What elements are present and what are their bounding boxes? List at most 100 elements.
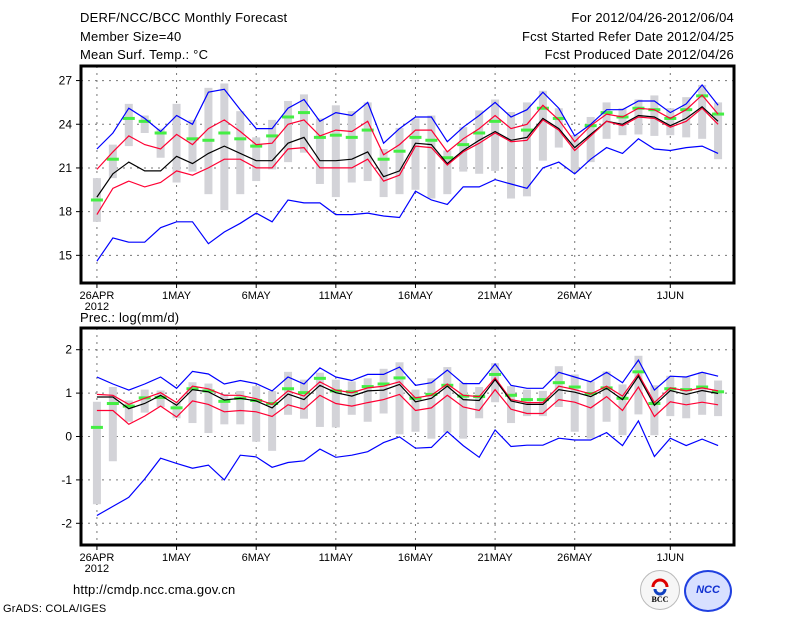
ensemble-range-bar <box>379 368 388 414</box>
observation-marker <box>536 398 549 402</box>
observation-marker <box>632 370 645 374</box>
series-upper-envelope <box>96 83 719 150</box>
observation-marker <box>377 382 390 386</box>
x-tick-label: 21MAY <box>477 290 513 302</box>
ensemble-range-bar <box>491 99 500 171</box>
observation-marker <box>122 116 135 120</box>
ensemble-range-bar <box>363 102 372 182</box>
observation-marker <box>313 376 326 380</box>
ensemble-range-bar <box>108 387 117 462</box>
observation-marker <box>664 387 677 391</box>
observation-marker <box>154 395 167 399</box>
ensemble-range-bar <box>92 401 101 505</box>
x-tick-label: 6MAY <box>242 290 272 302</box>
observation-marker <box>361 385 374 389</box>
x-tick-label: 26MAY <box>557 290 593 302</box>
observation-marker <box>616 396 629 400</box>
ensemble-range-bar <box>443 367 452 433</box>
series-upper-spread <box>96 94 719 170</box>
ensemble-range-bar <box>347 111 356 183</box>
observation-marker <box>377 157 390 161</box>
observation-marker <box>425 392 438 396</box>
observation-marker <box>457 394 470 398</box>
plot-frame <box>79 64 736 285</box>
ensemble-range-bar <box>299 94 308 153</box>
ensemble-range-bar <box>284 100 293 163</box>
ensemble-range-bar <box>586 381 595 439</box>
ensemble-range-bar <box>363 378 372 422</box>
x-tick-year-label: 2012 <box>85 563 109 575</box>
ensemble-range-bar <box>459 127 468 172</box>
observation-marker <box>282 115 295 119</box>
observation-marker <box>345 135 358 139</box>
ensemble-range-bar <box>220 83 229 211</box>
x-tick-label: 21MAY <box>477 552 513 564</box>
observation-marker <box>568 385 581 389</box>
observation-marker <box>600 111 613 115</box>
ensemble-range-bar <box>570 374 579 432</box>
observation-marker <box>648 402 661 406</box>
observation-marker <box>218 131 231 135</box>
ensemble-range-bar <box>331 105 340 198</box>
ensemble-range-bar <box>602 102 611 139</box>
ensemble-range-bar <box>395 362 404 435</box>
ensemble-range-bar <box>284 371 293 415</box>
ensemble-range-bar <box>347 381 356 415</box>
ncc-logo-text: NCC <box>696 584 720 596</box>
observation-marker <box>345 390 358 394</box>
observation-marker <box>505 393 518 397</box>
ensemble-range-bar <box>315 118 324 184</box>
x-tick-label: 26APR <box>79 552 114 564</box>
ensemble-range-bar <box>698 372 707 415</box>
ensemble-range-bar <box>618 108 627 136</box>
ensemble-range-bar <box>682 97 691 138</box>
y-tick-label: 15 <box>59 248 73 262</box>
y-tick-label: 2 <box>65 343 72 357</box>
series-ensemble-mean <box>96 106 719 198</box>
observation-marker <box>489 372 502 376</box>
plot-frame <box>79 326 736 547</box>
series-lower-spread <box>96 107 719 215</box>
precip-panel-title: Prec.: log(mm/d) <box>80 310 180 325</box>
ensemble-range-bar <box>507 386 516 424</box>
observation-marker <box>457 143 470 147</box>
y-tick-label: 0 <box>65 430 72 444</box>
x-tick-label: 16MAY <box>398 552 434 564</box>
forecast-period: For 2012/04/26-2012/06/04 <box>571 10 734 25</box>
observation-marker <box>409 135 422 139</box>
ensemble-range-bar <box>666 375 675 417</box>
website-link[interactable]: http://cmdp.ncc.cma.gov.cn <box>73 582 236 597</box>
x-tick-label: 1MAY <box>162 552 192 564</box>
ensemble-range-bar <box>124 400 133 422</box>
bcc-logo: BCC <box>640 570 680 610</box>
ensemble-range-bar <box>507 112 516 199</box>
ensemble-range-bar <box>268 390 277 451</box>
y-tick-label: -2 <box>61 516 72 530</box>
ensemble-range-bar <box>252 137 261 182</box>
ensemble-range-bar <box>395 127 404 195</box>
series-lower-spread <box>96 385 719 426</box>
ensemble-range-bar <box>124 103 133 147</box>
observation-marker <box>90 198 103 202</box>
y-tick-label: 18 <box>59 205 73 219</box>
ensemble-range-bar <box>172 402 181 419</box>
observation-marker <box>712 390 725 394</box>
x-tick-label: 1JUN <box>657 552 685 564</box>
ensemble-range-bar <box>140 389 149 413</box>
ensemble-range-bar <box>188 119 197 172</box>
series-ensemble-mean <box>96 375 719 410</box>
ensemble-range-bar <box>156 128 165 158</box>
observation-marker <box>170 406 183 410</box>
observation-marker <box>218 399 231 403</box>
x-tick-year-label: 2012 <box>85 301 109 313</box>
ensemble-range-bar <box>459 382 468 439</box>
ensemble-range-bar <box>268 119 277 170</box>
ensemble-range-bar <box>570 135 579 172</box>
observation-marker <box>441 383 454 387</box>
x-tick-label: 1MAY <box>162 290 192 302</box>
ensemble-range-bar <box>411 118 420 190</box>
observation-marker <box>90 425 103 429</box>
ensemble-range-bar <box>538 390 547 417</box>
x-tick-label: 16MAY <box>398 290 434 302</box>
